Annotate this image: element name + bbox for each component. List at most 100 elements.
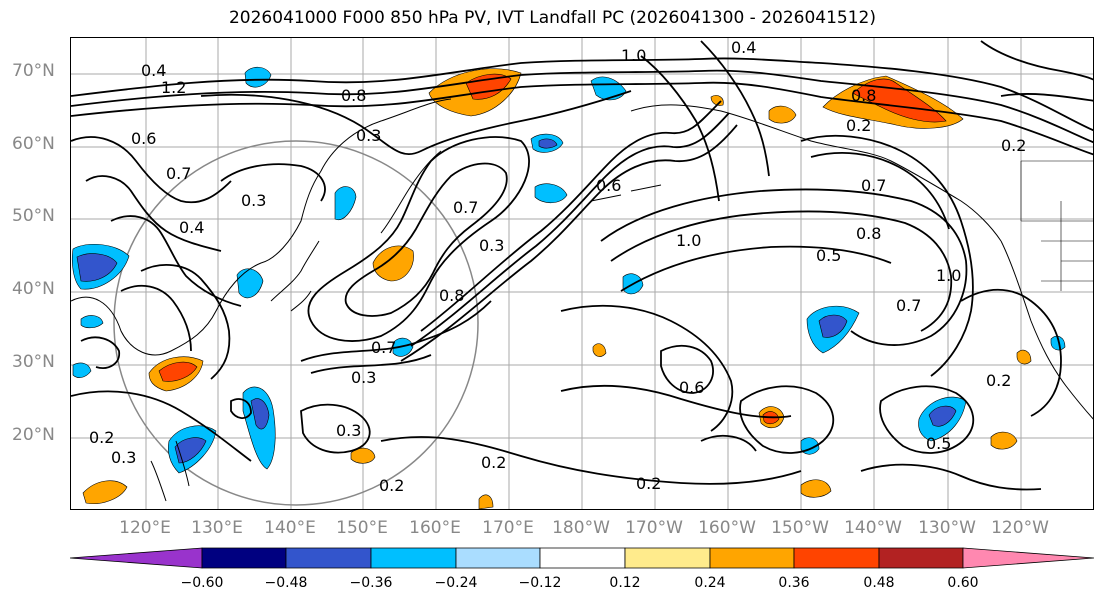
contour-label: 1.0	[676, 231, 701, 250]
contour-label: 0.3	[241, 191, 266, 210]
lat-label-50n: 50°N	[12, 206, 55, 226]
colorbar-cell	[285, 547, 372, 569]
contour-line	[560, 384, 792, 419]
colorbar-tick-label: −0.12	[518, 575, 562, 591]
contour-label: 0.8	[851, 86, 876, 105]
map-panel: 0.4 1.2 0.8 0.3 0.6 0.7 0.4 0.3 0.7 0.3 …	[70, 37, 1094, 510]
lon-label-170w: 170°W	[625, 518, 683, 538]
contour-label: 0.5	[926, 434, 951, 453]
contour-line	[380, 436, 802, 485]
contour-label: 0.2	[986, 371, 1011, 390]
negative-anomaly-patch	[250, 398, 270, 430]
contour-line	[860, 463, 1042, 491]
contour-label: 0.7	[166, 164, 191, 183]
contour-line	[420, 100, 722, 332]
colorbar-tick-label: −0.36	[349, 575, 393, 591]
colorbar-cell	[370, 547, 457, 569]
alaska-coast	[630, 104, 1002, 242]
lat-label-60n: 60°N	[12, 134, 55, 154]
colorbar-cell	[709, 547, 795, 569]
contour-line	[71, 390, 252, 462]
contour-labels: 0.4 1.2 0.8 0.3 0.6 0.7 0.4 0.3 0.7 0.3 …	[89, 38, 1026, 495]
colorbar-tick-label: 0.12	[609, 575, 641, 591]
contour-label: 0.7	[896, 296, 921, 315]
contour-line	[71, 69, 1093, 144]
contour-line	[640, 55, 720, 202]
negative-anomaly-patch	[72, 362, 92, 378]
contour-line	[110, 215, 242, 307]
graticule	[71, 38, 1093, 509]
contour-label: 0.6	[131, 129, 156, 148]
colorbar-tick-label: −0.24	[434, 575, 478, 591]
asia-coast	[71, 98, 452, 356]
contour-line	[344, 162, 508, 317]
contour-line	[200, 90, 632, 156]
contour-label: 1.0	[621, 46, 646, 65]
positive-anomaly-patch	[372, 245, 414, 282]
contour-line	[71, 136, 232, 204]
contour-line	[140, 264, 231, 380]
lon-label-150e: 150°E	[336, 518, 388, 538]
colorbar-tick-label: 0.48	[863, 575, 895, 591]
contour-line	[600, 188, 968, 346]
negative-anomaly-patch	[534, 183, 568, 204]
positive-anomaly-patch	[478, 494, 494, 509]
canada-borders	[1020, 160, 1093, 291]
lon-label-150w: 150°W	[771, 518, 829, 538]
contour-line	[800, 134, 974, 377]
negative-anomaly-patch	[590, 76, 627, 101]
colorbar-tick-label: 0.60	[947, 575, 979, 591]
lat-label-20n: 20°N	[12, 425, 55, 445]
positive-anomaly-patch	[800, 479, 832, 498]
lat-label-70n: 70°N	[12, 61, 55, 81]
contour-label: 0.6	[679, 378, 704, 397]
lon-label-160w: 160°W	[698, 518, 756, 538]
contour-line	[700, 40, 770, 177]
aleutian-islands	[590, 184, 662, 202]
pv-shading	[71, 66, 1066, 509]
contour-label: 0.2	[846, 116, 871, 135]
colorbar-cell	[624, 547, 711, 569]
contour-line	[980, 40, 1093, 81]
contour-label: 0.4	[731, 38, 756, 57]
colorbar-cell	[878, 547, 964, 569]
lon-label-130w: 130°W	[918, 518, 976, 538]
contour-label: 0.3	[479, 236, 504, 255]
contour-line	[879, 385, 975, 454]
contour-line	[71, 57, 1093, 132]
contour-label: 0.3	[351, 368, 376, 387]
contour-label: 0.2	[481, 453, 506, 472]
negative-anomaly-patch	[392, 337, 414, 357]
lon-label-180w: 180°W	[552, 518, 610, 538]
contour-label: 0.6	[596, 176, 621, 195]
contour-line	[560, 304, 734, 432]
contour-line	[307, 136, 530, 342]
contour-line	[80, 336, 121, 369]
contour-line	[620, 245, 892, 292]
contour-label: 0.3	[111, 448, 136, 467]
contour-line	[739, 385, 835, 454]
negative-anomaly-patch	[244, 66, 272, 88]
contour-line	[300, 403, 371, 454]
contour-line	[71, 81, 1093, 156]
contour-line	[220, 163, 326, 202]
contour-label: 0.2	[379, 476, 404, 495]
positive-anomaly-patch	[1016, 349, 1032, 365]
negative-anomaly-patch	[76, 253, 118, 282]
colorbar-tick-label: 0.24	[694, 575, 726, 591]
positive-anomaly-patch	[592, 343, 607, 357]
colorbar-tick-label: 0.36	[778, 575, 810, 591]
negative-anomaly-patch	[174, 437, 207, 464]
contour-line	[1000, 93, 1093, 102]
contour-line	[230, 398, 252, 419]
contour-label: 0.7	[371, 338, 396, 357]
contour-label: 0.2	[1001, 136, 1026, 155]
contour-label: 1.2	[161, 78, 186, 97]
colorbar-cell	[70, 547, 203, 569]
colorbar-cell	[962, 547, 1094, 569]
pv-contours	[71, 40, 1093, 491]
colorbar	[70, 547, 1094, 569]
colorbar-cell	[539, 547, 626, 569]
philippines-coast	[150, 440, 190, 502]
contour-line	[300, 300, 492, 362]
